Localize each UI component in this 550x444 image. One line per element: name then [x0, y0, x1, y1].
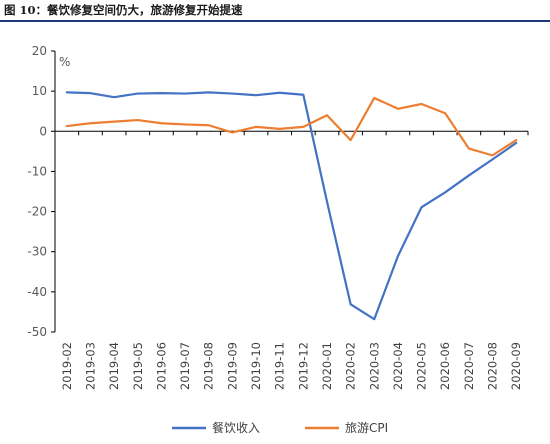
x-tick-label: 2020-02 — [344, 342, 358, 390]
x-tick-label: 2019-08 — [202, 342, 216, 390]
x-tick-label: 2020-08 — [486, 342, 500, 390]
y-tick-label: -20 — [27, 205, 47, 219]
x-tick-label: 2020-06 — [438, 342, 452, 390]
series-line-1 — [65, 91, 518, 321]
series-line-2 — [65, 96, 518, 157]
y-unit-label: % — [59, 55, 70, 69]
x-tick-label: 2020-09 — [509, 342, 523, 390]
x-tick-label: 2019-12 — [296, 342, 310, 390]
y-tick-label: -50 — [27, 325, 47, 339]
y-tick-label: 20 — [32, 44, 47, 58]
series-lines — [65, 91, 518, 321]
x-tick-label: 2019-02 — [60, 342, 74, 390]
x-tick-label: 2020-03 — [367, 342, 381, 390]
x-tick-label: 2019-03 — [83, 342, 97, 390]
legend-label: 餐饮收入 — [212, 420, 260, 435]
y-axis-ticks: 20 10 0 -10 -20 -30 -40 -50 — [27, 44, 55, 339]
x-tick-label: 2019-04 — [107, 342, 121, 390]
x-tick-label: 2019-09 — [225, 342, 239, 390]
x-tick-label: 2020-05 — [415, 342, 429, 390]
legend: 餐饮收入 旅游CPI — [172, 420, 388, 435]
y-tick-label: 0 — [39, 124, 47, 138]
x-tick-label: 2020-01 — [320, 342, 334, 390]
title-rule — [0, 20, 550, 22]
y-tick-label: 10 — [32, 84, 47, 98]
legend-label: 旅游CPI — [345, 421, 388, 435]
x-axis-ticks: 2019-02 2019-03 2019-04 2019-05 2019-06 2019-… — [54, 131, 529, 390]
figure-title: 图 10：餐饮修复空间仍大，旅游修复开始提速 — [4, 3, 243, 17]
x-tick-label: 2019-05 — [131, 342, 145, 390]
y-tick-label: -30 — [27, 245, 47, 259]
y-tick-label: -40 — [27, 285, 47, 299]
x-tick-label: 2019-11 — [273, 342, 287, 390]
x-tick-label: 2019-07 — [178, 342, 192, 390]
x-tick-label: 2019-10 — [249, 342, 263, 390]
x-tick-label: 2019-06 — [154, 342, 168, 390]
y-tick-label: -10 — [27, 164, 47, 178]
x-tick-label: 2020-07 — [462, 342, 476, 390]
x-tick-label: 2020-04 — [391, 342, 405, 390]
